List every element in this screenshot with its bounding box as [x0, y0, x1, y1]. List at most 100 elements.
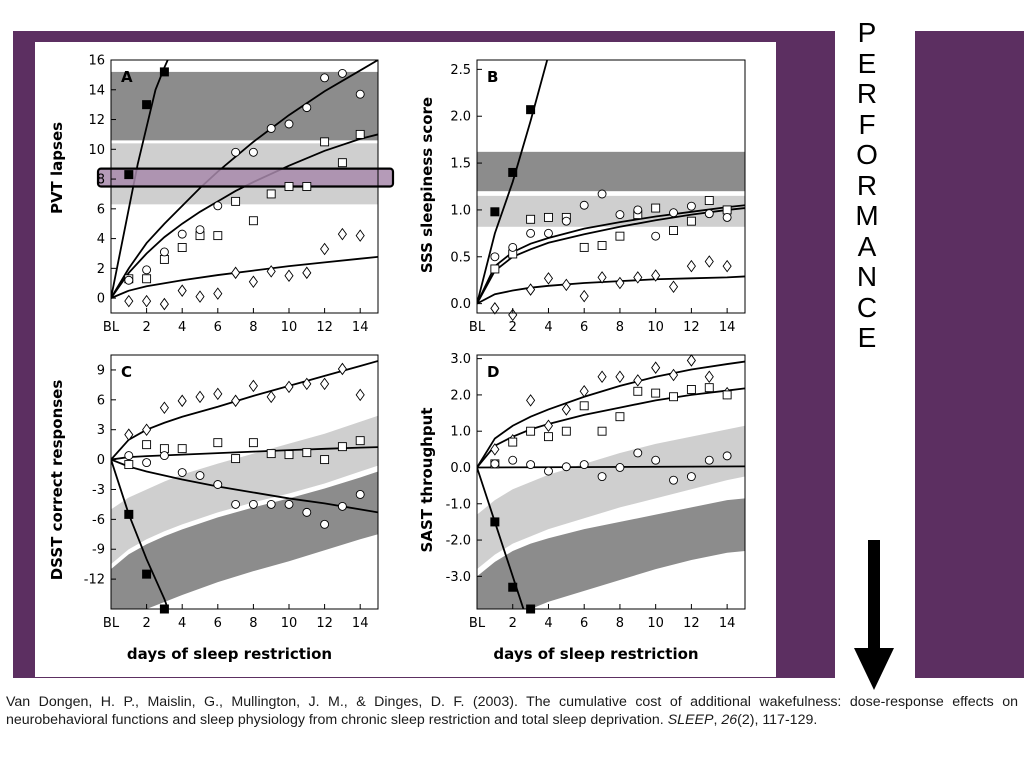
marker-diamond: [597, 370, 607, 384]
marker-diamond: [704, 255, 714, 268]
marker-square: [337, 158, 347, 168]
marker-diamond: [633, 271, 643, 284]
marker-square: [320, 137, 330, 147]
marker-circle: [337, 501, 347, 511]
marker-diamond: [195, 290, 205, 303]
marker-circle: [704, 209, 714, 219]
marker-diamond: [686, 354, 696, 367]
fit-curve-diamonds: [477, 275, 745, 305]
marker-square: [266, 449, 276, 459]
x-tick-label: 6: [580, 616, 588, 631]
x-tick-label: BL: [469, 616, 486, 631]
marker-square: [526, 214, 536, 224]
marker-diamond: [651, 361, 661, 374]
marker-diamond: [686, 259, 696, 273]
marker-square: [544, 212, 553, 222]
y-tick-label: 0.0: [450, 461, 471, 476]
citation-sep: ,: [713, 712, 722, 728]
shaded-band-light: [477, 195, 745, 227]
plot-area: [111, 60, 378, 299]
vertical-letter: O: [856, 139, 878, 170]
marker-diamond: [159, 401, 169, 415]
x-tick-label: 4: [178, 616, 186, 631]
marker-circle: [544, 228, 553, 238]
y-tick-label: 0: [97, 292, 105, 307]
marker-circle: [526, 228, 536, 238]
marker-circle: [686, 472, 696, 482]
marker-circle: [124, 275, 134, 285]
vertical-letter: R: [856, 78, 878, 109]
y-tick-label: 6: [97, 202, 105, 217]
marker-diamond: [615, 276, 625, 290]
marker-diamond: [142, 423, 152, 436]
x-tick-label: 2: [142, 616, 150, 631]
marker-diamond: [266, 265, 276, 278]
x-tick-label: 6: [214, 616, 222, 631]
marker-square: [669, 226, 678, 235]
marker-square: [177, 444, 187, 454]
marker-circle: [320, 519, 330, 529]
marker-diamond: [213, 387, 223, 401]
marker-circle: [722, 451, 732, 461]
plot-frame: [476, 354, 746, 610]
y-axis-title: SSS sleepiness score: [418, 97, 436, 273]
x-tick-label: 10: [281, 320, 298, 335]
x-tick-label: 8: [249, 320, 257, 335]
vertical-letter: N: [856, 261, 878, 292]
panel-letter: C: [121, 363, 132, 381]
y-tick-label: 10: [88, 143, 105, 158]
marker-circle: [615, 463, 625, 472]
marker-circle: [284, 499, 294, 509]
marker-filled-square: [508, 582, 518, 592]
x-tick-label: 14: [352, 616, 369, 631]
y-tick-label: 1.5: [450, 157, 471, 172]
marker-square: [124, 460, 134, 470]
marker-circle: [231, 499, 241, 509]
marker-circle: [231, 147, 241, 157]
x-tick-label: 14: [719, 616, 736, 631]
y-axis-title: PVT lapses: [48, 122, 66, 214]
marker-circle: [302, 507, 312, 517]
panel-letter: A: [121, 68, 133, 86]
y-tick-label: 3: [97, 423, 105, 438]
fit-curve-squares: [477, 387, 745, 469]
marker-diamond: [302, 266, 312, 280]
marker-circle: [544, 466, 553, 476]
marker-square: [722, 390, 732, 400]
marker-circle: [355, 490, 365, 499]
marker-square: [284, 182, 294, 191]
marker-circle: [579, 200, 589, 210]
marker-diamond: [561, 278, 571, 292]
marker-square: [686, 216, 696, 226]
marker-filled-square: [526, 105, 536, 115]
marker-circle: [159, 451, 169, 461]
marker-square: [526, 426, 536, 436]
marker-square: [704, 196, 714, 206]
marker-square: [355, 436, 365, 446]
fit-curve-filled: [477, 60, 549, 304]
marker-diamond: [337, 362, 347, 376]
vertical-letter: C: [856, 291, 878, 323]
marker-circle: [159, 247, 169, 257]
marker-square: [231, 454, 241, 464]
y-tick-label: 2.0: [450, 110, 471, 125]
x-tick-label: 12: [316, 616, 333, 631]
marker-diamond: [668, 368, 679, 382]
shaded-band-dark: [477, 151, 745, 192]
marker-square: [579, 242, 589, 252]
marker-diamond: [355, 229, 365, 242]
marker-diamond: [142, 294, 152, 308]
vertical-letter: E: [857, 47, 877, 79]
marker-circle: [266, 124, 276, 133]
x-tick-label: 2: [509, 616, 517, 631]
marker-diamond: [337, 227, 347, 241]
y-tick-label: 16: [88, 54, 105, 69]
chart-d: BL 2 4 6 8 10 12 14 3.0 2.0 1.0 0.0 -1.0 -2.0 -3.0 Dday…: [418, 352, 746, 663]
chart-b: BL 2 4 6 8 10 12 14 0.0 0.5 1.0 1.5 2.0 2.5 B SSS sleep…: [418, 59, 746, 335]
y-tick-label: 8: [97, 173, 105, 188]
down-arrow-icon: [854, 540, 894, 690]
marker-diamond: [266, 390, 276, 404]
marker-circle: [651, 231, 661, 241]
x-tick-label: 10: [647, 616, 664, 631]
